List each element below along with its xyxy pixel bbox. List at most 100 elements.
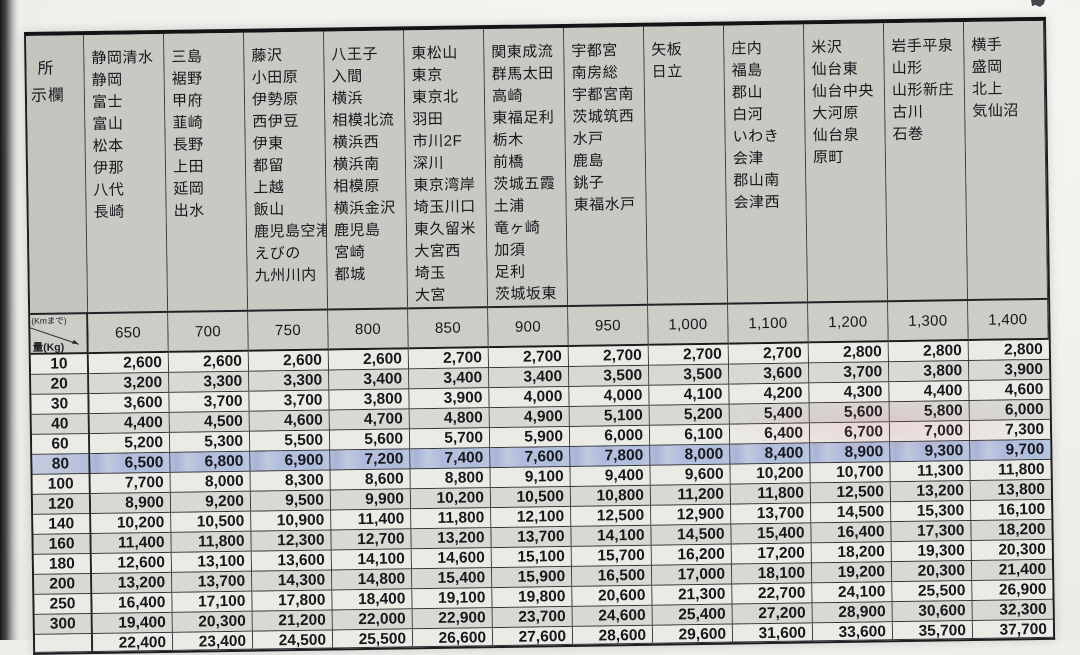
rate-cell: 6,800: [170, 451, 251, 473]
station-name: 仙台中央: [811, 82, 875, 101]
rate-cell: 3,700: [169, 391, 250, 413]
rate-table-grid: 所示欄 静岡清水 静岡 富士 富山 松本 伊那 八代 長崎 三島 裾野 甲府 韮崎 長野 上田 延岡 出水 藤沢小…: [24, 16, 1056, 655]
rate-cell: 2,700: [488, 346, 570, 369]
station-name: 横浜: [331, 89, 364, 108]
rate-cell: 6,500: [90, 452, 171, 475]
distance-header: 850: [408, 306, 489, 350]
rate-cell: 20,300: [172, 611, 253, 633]
station-name: 長崎: [93, 203, 125, 221]
station-name: 会津西: [733, 193, 781, 212]
distance-header: 800: [328, 307, 409, 351]
rate-cell: 13,200: [890, 481, 972, 503]
rate-cell: 5,400: [729, 403, 810, 425]
station-column-header: 米沢 仙台東 仙台中央 大河原 仙台泉 原町: [803, 23, 889, 302]
rate-cell: 17,000: [651, 564, 733, 586]
rate-cell: 4,300: [809, 382, 890, 404]
rate-cell: 15,400: [412, 568, 493, 590]
rate-cell: 7,300: [969, 419, 1051, 442]
station-name: 静岡清水: [91, 49, 154, 68]
station-name: 足利: [494, 263, 526, 282]
rate-cell-clipped: 28,600: [572, 625, 654, 645]
station-name: 東久留米: [413, 220, 477, 239]
weight-label: 250: [34, 594, 93, 615]
rate-cell: 6,900: [250, 450, 331, 472]
station-name: 八代: [93, 181, 125, 199]
station-name: 藤沢: [251, 47, 283, 65]
rate-cell: 11,300: [890, 461, 971, 483]
rate-cell: 8,600: [330, 469, 411, 491]
origin-label-line2: 示欄: [30, 87, 66, 105]
rate-cell: 19,100: [412, 588, 493, 610]
station-name: 南房総: [571, 64, 619, 82]
station-name: 埼玉川口: [413, 198, 476, 217]
rate-cell: 18,200: [971, 519, 1052, 541]
arrow-head-icon: [71, 339, 79, 345]
rate-cell: 2,600: [88, 352, 170, 375]
rate-cell: 14,500: [811, 502, 892, 524]
weight-label-clipped: [34, 634, 94, 653]
station-column-header: 静岡清水 静岡 富士 富山 松本 伊那 八代 長崎: [84, 33, 169, 313]
station-name: 仙台泉: [812, 126, 860, 145]
station-name: 福島: [731, 62, 763, 80]
station-name: 東福水戸: [573, 195, 636, 214]
rate-cell: 4,500: [169, 411, 250, 433]
station-name: 都城: [334, 265, 366, 284]
station-name: 大宮西: [414, 242, 461, 261]
rate-cell: 4,100: [649, 384, 730, 406]
rate-cell: 3,800: [329, 389, 410, 411]
rate-cell: 25,400: [652, 604, 733, 626]
station-name: 宇都宮南: [571, 85, 635, 104]
station-name: 横手: [971, 36, 1003, 54]
rate-cell: 21,300: [652, 584, 733, 606]
rate-cell-clipped: 29,600: [652, 624, 734, 644]
rate-cell: 9,600: [650, 464, 731, 486]
rate-cell: 7,000: [889, 421, 971, 443]
rate-cell: 5,800: [889, 401, 970, 423]
rate-cell: 26,900: [972, 579, 1053, 601]
station-name: 甲府: [171, 92, 204, 110]
station-name: 富士: [91, 93, 124, 111]
station-name: 市川2F: [412, 132, 463, 151]
station-name: 東福足利: [492, 109, 555, 128]
rate-cell: 13,800: [970, 479, 1052, 502]
rate-cell: 28,900: [812, 602, 893, 624]
rate-cell: 20,300: [891, 560, 973, 583]
station-name: 羽田: [412, 110, 444, 129]
rate-cell: 10,700: [810, 462, 891, 484]
rate-cell: 14,100: [331, 549, 413, 571]
station-name: 山形: [891, 59, 923, 78]
station-name: 飯山: [253, 201, 285, 219]
station-name: 銚子: [573, 174, 605, 192]
rate-cell: 17,200: [731, 543, 812, 565]
rate-cell: 4,400: [89, 412, 170, 435]
weight-label: 180: [33, 554, 93, 575]
station-name: 東京北: [411, 88, 459, 107]
rate-cell: 9,900: [330, 489, 412, 511]
weight-label: 100: [32, 474, 91, 495]
rate-cell-clipped: 33,600: [812, 622, 894, 642]
station-name: 伊勢原: [251, 90, 299, 109]
station-name: 八王子: [331, 45, 379, 64]
rate-cell: 2,800: [968, 339, 1049, 362]
rate-cell: 2,700: [408, 348, 490, 370]
rate-cell: 8,300: [250, 470, 331, 492]
rate-cell-clipped: 26,600: [412, 628, 494, 648]
rate-cell: 16,400: [92, 592, 173, 615]
station-name: 出水: [173, 202, 205, 220]
station-name: 盛岡: [971, 58, 1003, 76]
station-name: 前橋: [492, 153, 525, 172]
rate-cell: 20,300: [971, 539, 1052, 561]
rate-cell: 3,300: [249, 370, 330, 392]
rate-cell: 22,900: [412, 608, 493, 630]
station-name: 茨城五霞: [493, 175, 556, 194]
distance-header: 950: [568, 303, 649, 347]
rate-cell: 15,400: [731, 523, 812, 545]
distance-header: 650: [88, 310, 169, 355]
rate-cell: 12,900: [651, 504, 732, 526]
rate-cell: 16,500: [571, 565, 653, 587]
weight-label: 60: [31, 434, 91, 455]
rate-cell: 11,400: [331, 509, 412, 531]
rate-cell: 13,600: [251, 550, 333, 572]
rate-cell-clipped: 25,500: [332, 629, 414, 649]
rate-cell: 2,600: [328, 349, 410, 371]
